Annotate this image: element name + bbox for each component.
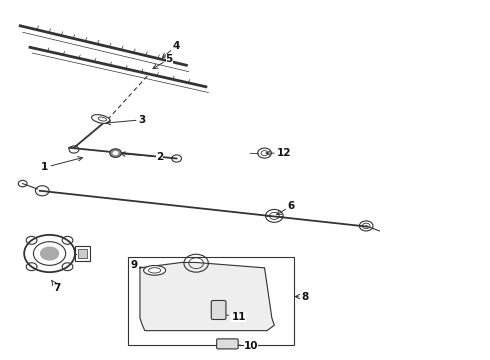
Ellipse shape [144,266,166,275]
Text: 10: 10 [225,341,258,351]
Text: 4: 4 [162,41,180,58]
Text: 5: 5 [153,54,173,69]
Text: 8: 8 [295,292,308,302]
Text: 3: 3 [106,115,146,125]
Text: 9: 9 [130,260,151,271]
Text: 12: 12 [266,148,292,158]
Text: 11: 11 [221,312,246,322]
Circle shape [113,151,119,155]
Text: 1: 1 [41,157,82,172]
Text: 7: 7 [51,280,61,293]
Text: 6: 6 [277,201,295,215]
Polygon shape [140,262,274,330]
Circle shape [110,149,122,157]
FancyBboxPatch shape [128,257,294,345]
Ellipse shape [92,115,110,123]
FancyBboxPatch shape [75,246,90,261]
FancyBboxPatch shape [211,301,226,319]
Text: 2: 2 [121,152,163,162]
Ellipse shape [148,268,161,273]
Circle shape [40,246,59,261]
FancyBboxPatch shape [78,249,87,258]
FancyBboxPatch shape [217,339,238,349]
Ellipse shape [98,117,106,121]
